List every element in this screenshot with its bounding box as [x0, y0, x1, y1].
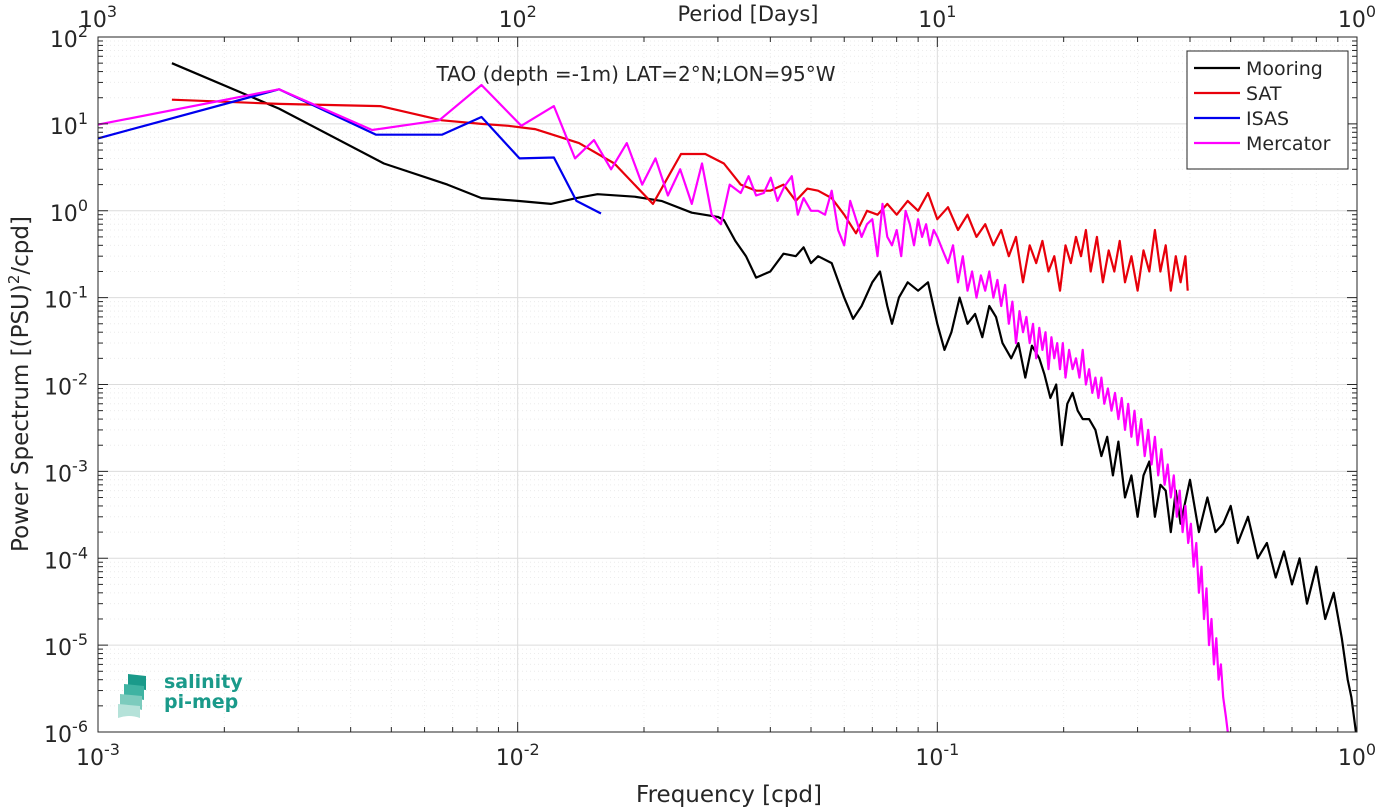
- legend-label: Mooring: [1246, 58, 1323, 80]
- y-tick-label: 102: [50, 22, 88, 53]
- legend-label: Mercator: [1246, 133, 1331, 155]
- x-tick-label: 10-3: [76, 740, 120, 771]
- salinity-pi-mep-logo: salinity pi-mep: [116, 672, 246, 720]
- x2-tick-label: 103: [79, 2, 117, 33]
- y-tick-label: 10-5: [44, 630, 88, 661]
- y-tick-label: 10-6: [44, 717, 88, 748]
- y-axis-label-sup: 2: [5, 275, 23, 285]
- legend-label: SAT: [1246, 83, 1282, 105]
- y-tick-label: 10-1: [44, 283, 88, 314]
- legend-box: [1186, 50, 1349, 170]
- top-axis-label: Period [Days]: [678, 2, 819, 26]
- logo-line2: pi-mep: [164, 691, 239, 713]
- y-tick-label: 10-3: [44, 456, 88, 487]
- logo-text: salinity pi-mep: [164, 672, 243, 712]
- x-axis-label: Frequency [cpd]: [636, 782, 822, 808]
- x2-tick-label: 100: [1338, 2, 1376, 33]
- legend-label: ISAS: [1246, 108, 1289, 130]
- series-line-sat: [171, 98, 1189, 292]
- chart-title: TAO (depth =-1m) LAT=2°N;LON=95°W: [435, 62, 835, 86]
- series-line-mercator: [98, 83, 1229, 732]
- y-tick-label: 101: [50, 109, 88, 140]
- legend: Mooring SAT ISAS Mercator: [1186, 50, 1349, 170]
- y-axis-label: Power Spectrum [(PSU)2/cpd]: [5, 216, 34, 552]
- logo-waves-icon: [118, 674, 146, 718]
- x-tick-label: 10-1: [915, 740, 959, 771]
- y-tick-label: 10-4: [44, 543, 88, 574]
- x-tick-label: 100: [1338, 740, 1376, 771]
- series-line-mooring: [171, 62, 1357, 732]
- y-tick-label: 100: [50, 196, 88, 227]
- grid-lines: [97, 37, 1357, 733]
- series-group: [98, 62, 1357, 732]
- y-axis-label-tail: /cpd]: [8, 216, 34, 275]
- y-axis-label-main: Power Spectrum [(PSU): [8, 284, 34, 552]
- x2-tick-label: 102: [499, 2, 537, 33]
- y-tick-label: 10-2: [44, 370, 88, 401]
- logo-line1: salinity: [164, 671, 243, 693]
- x2-tick-label: 101: [918, 2, 956, 33]
- x-tick-label: 10-2: [496, 740, 540, 771]
